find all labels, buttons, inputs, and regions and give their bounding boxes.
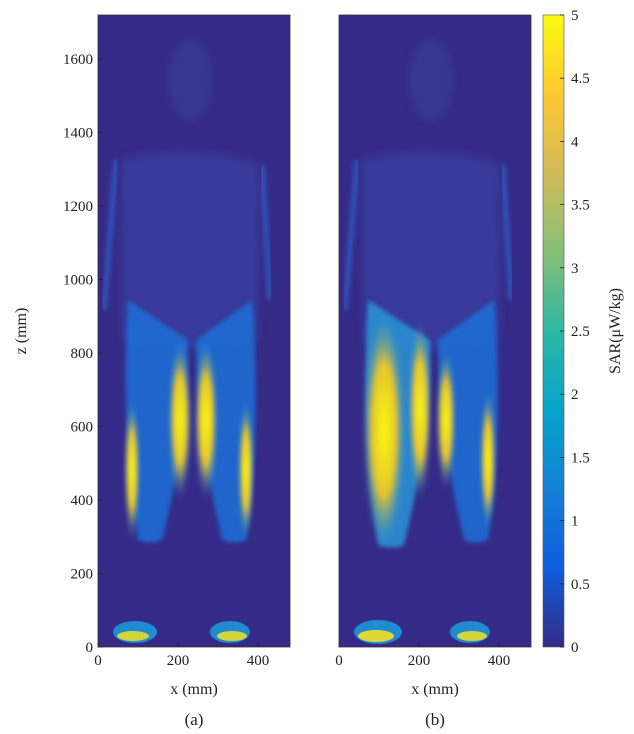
panel-a-ytick-label: 1200: [63, 199, 93, 215]
panel-a-ytick-label: 400: [71, 493, 94, 509]
panel-b-arm-right: [500, 164, 514, 301]
panel-b-xtick-label: 400: [488, 653, 511, 669]
colorbar-tick-label: 4: [571, 134, 579, 150]
panel-b-torso: [361, 151, 501, 350]
panel-b-hotspot-outer-right: [480, 390, 496, 530]
panel-b-caption: (b): [425, 710, 445, 729]
panel-a-head: [168, 40, 212, 120]
panel-a-hotspot-inner-left: [168, 340, 192, 500]
panel-a-xlabel: x (mm): [170, 681, 218, 698]
panel-a-foot-right-hot: [217, 631, 247, 641]
panel-a-ytick-label: 800: [71, 346, 94, 362]
panel-b-xtick-label: 0: [335, 653, 343, 669]
panel-a-ytick-label: 1000: [63, 273, 93, 289]
panel-b-body: [342, 40, 514, 644]
panel-a-caption: (a): [185, 710, 204, 729]
panel-a-arm-right: [259, 164, 273, 301]
panel-a-body: [101, 40, 273, 643]
panel-b-axes: 0 200 400: [335, 14, 532, 669]
panel-b-hotspot-inner-right: [436, 350, 456, 490]
colorbar-tick-label: 5: [571, 8, 579, 24]
panel-a-ytick-label: 1600: [63, 52, 93, 68]
panel-b-head: [409, 40, 453, 120]
panel-a-frame: [97, 14, 291, 648]
panel-a-xtick-label: 0: [94, 653, 102, 669]
panel-a: 0 200 400 0 200 400 600 800 1000 1200 1400 1600 x (…: [13, 14, 291, 729]
panel-b-xtick-label: 200: [408, 653, 431, 669]
colorbar-tick-label: 3: [571, 261, 579, 277]
panel-b-foot-right-hot: [457, 631, 487, 641]
panel-b: 0 200 400 x (mm) (b): [335, 14, 532, 729]
panel-a-ytick-label: 0: [86, 640, 94, 656]
panel-a-xtick-label: 200: [167, 653, 190, 669]
colorbar-tick-label: 4.5: [571, 71, 590, 87]
panel-a-ytick-label: 200: [71, 567, 94, 583]
panel-a-xtick-label: 400: [247, 653, 270, 669]
panel-b-xlabel: x (mm): [411, 681, 459, 698]
panel-a-ytick-label: 1400: [63, 126, 93, 142]
panel-b-arm-left: [342, 159, 360, 311]
colorbar-tick-label: 3.5: [571, 198, 590, 214]
panel-a-hotspot-outer-right: [238, 400, 254, 540]
colorbar: 0 0.5 1 1.5 2 2.5 3 3.5 4 4.5 5 SAR(μW/kg): [542, 8, 624, 656]
colorbar-tick-label: 1: [571, 514, 579, 530]
panel-a-ytick-label: 600: [71, 420, 94, 436]
colorbar-tick-label: 0: [571, 640, 579, 656]
panel-a-torso: [120, 151, 260, 350]
panel-a-arm-left: [101, 159, 119, 311]
panel-b-frame: [338, 14, 532, 648]
colorbar-tick-label: 1.5: [571, 450, 590, 466]
panel-a-hotspot-outer-left: [124, 400, 140, 540]
colorbar-label: SAR(μW/kg): [607, 288, 624, 374]
panel-b-hotspot-inner-left: [408, 320, 432, 500]
colorbar-ticks: 0 0.5 1 1.5 2 2.5 3 3.5 4 4.5 5: [560, 8, 590, 656]
panel-a-axes: 0 200 400 0 200 400 600 800 1000 1200 1400 1600: [63, 14, 291, 669]
panel-a-ylabel: z (mm): [13, 308, 30, 355]
panel-b-foot-left-hot: [358, 630, 394, 642]
colorbar-tick-label: 2.5: [571, 324, 590, 340]
colorbar-tick-label: 2: [571, 387, 579, 403]
panel-a-foot-left-hot: [117, 631, 149, 641]
colorbar-tick-label: 0.5: [571, 577, 590, 593]
panel-a-hotspot-inner-right: [194, 340, 218, 500]
panel-b-hotspot-left-thigh: [362, 310, 406, 550]
